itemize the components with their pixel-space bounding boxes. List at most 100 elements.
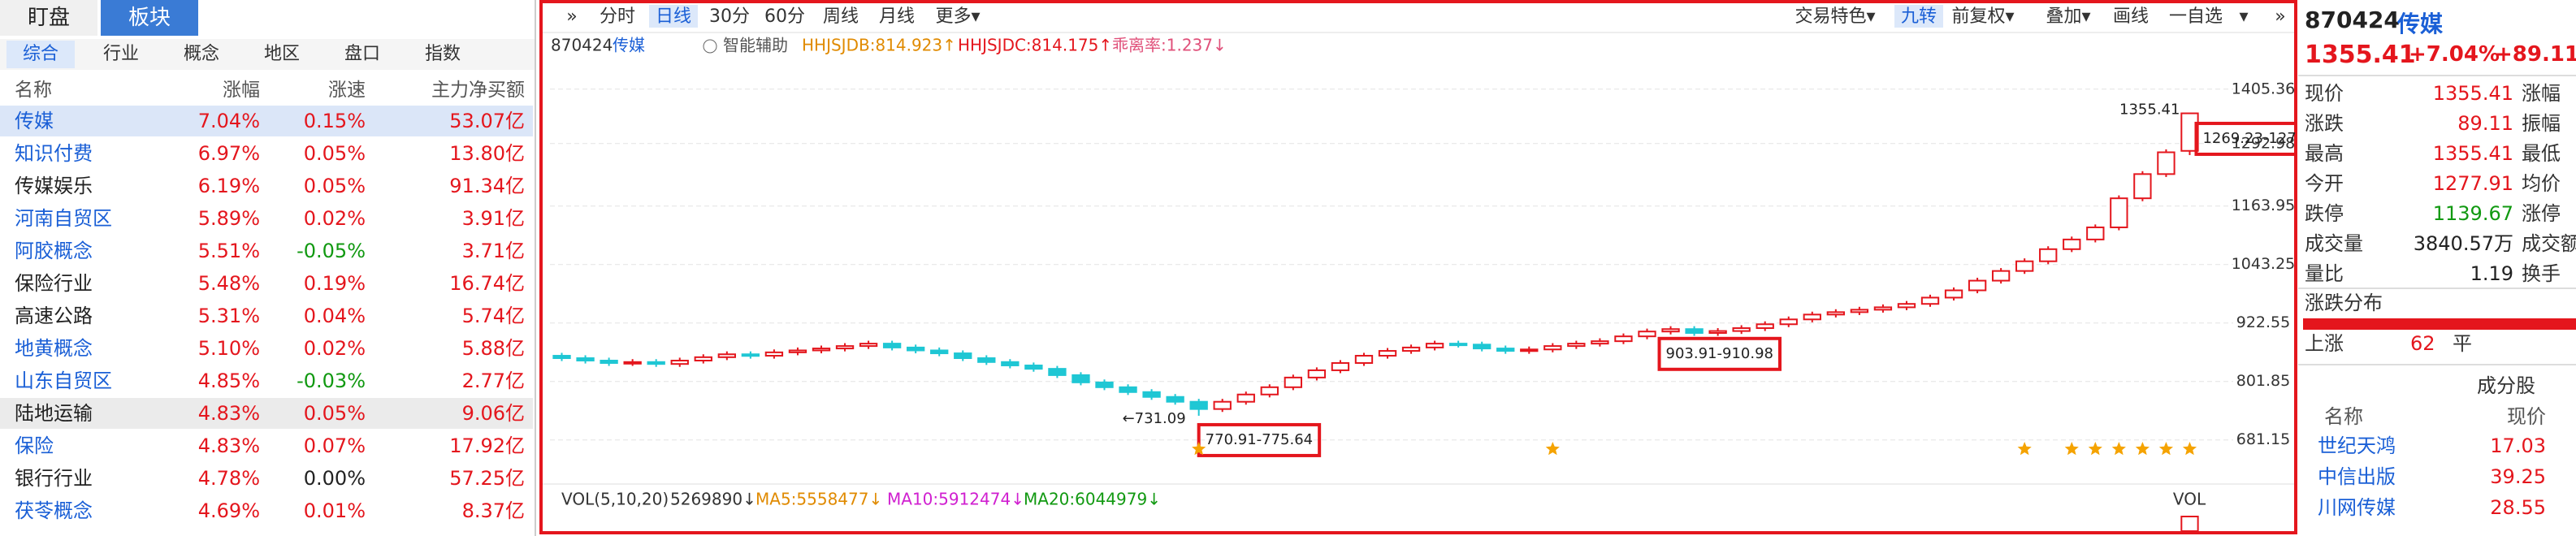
candle-body [2015,260,2034,272]
toolbar-button[interactable]: 一自选 [2169,6,2223,27]
component-name[interactable]: 川网传媒 [2318,496,2396,519]
stock-name: 传媒 [613,36,645,55]
toolbar-button[interactable]: 交易特色▾ [1795,6,1875,27]
panel-tab[interactable]: 板块 [101,0,198,36]
divider [2298,287,2576,289]
signal-star [2182,442,2197,456]
quote-value: 1139.67 [2432,202,2513,225]
toolbar-button[interactable]: 日线 [656,6,691,27]
quote-label: 换手 [2522,262,2561,285]
subtab[interactable]: 概念 [183,44,219,64]
candle-body [1401,346,1421,352]
candle-body [1425,343,1444,348]
candle-body [576,357,595,362]
sector-value: 5.51% [197,240,260,262]
y-tick-label: 1043.25 [2232,255,2296,273]
signal-star [2111,442,2126,456]
subtab[interactable]: 盘口 [344,44,380,64]
sector-name[interactable]: 陆地运输 [15,402,93,425]
sector-name[interactable]: 茯苓概念 [15,499,93,522]
candle-body [1520,348,1539,352]
quote-label: 涨跌 [2305,112,2344,135]
subtab[interactable]: 行业 [102,44,139,64]
sector-value: 8.37亿 [461,499,525,522]
toolbar-button[interactable]: 月线 [879,6,915,27]
toolbar-button[interactable]: » [566,6,577,27]
sector-value: 13.80亿 [449,142,525,165]
candle-body [1897,303,1916,309]
indicator: 乖离率:1.237↓ [1112,36,1227,55]
sector-value: 5.88亿 [461,337,525,360]
sector-value: 5.10% [197,337,260,360]
quote-label: 量比 [2305,262,2344,285]
subtab[interactable]: 指数 [424,44,461,64]
toolbar-button[interactable]: 周线 [823,6,859,27]
candle-body [1614,335,1633,343]
column-header: 涨速 [328,80,366,101]
toolbar-button[interactable]: 分时 [600,6,635,27]
y-tick-label: 1405.36 [2232,80,2296,97]
sector-name[interactable]: 银行行业 [15,467,93,490]
sector-name[interactable]: 河南自贸区 [15,207,112,230]
candle-body [859,343,878,348]
sector-name[interactable]: 知识付费 [15,142,93,165]
column-header: 主力净买额 [431,80,525,101]
volume-ma: MA10:5912474↓ [887,490,1024,509]
sector-name[interactable]: 阿胶概念 [15,240,93,262]
kline-chart: » 分时 日线 30分 60分 周线 月线 更多▾ 交易特色▾ 九转 前复权▾ 叠加▾ 画线 一自选 ▾ » 8… [539,0,2297,534]
candle-body [1826,311,1846,316]
signal-star [2064,442,2079,456]
candle-body [1850,309,1869,313]
sector-value: 6.97% [197,142,260,165]
column-header: 现价 [2507,405,2546,428]
candle-body [1001,361,1020,366]
subtab[interactable]: 地区 [263,44,300,64]
toolbar-selected [649,5,698,28]
candle-body [670,360,689,365]
candle-body [1708,330,1727,335]
subtab[interactable]: 综合 [6,41,75,68]
toolbar-button[interactable]: 叠加▾ [2046,6,2090,27]
candle-body [2157,151,2176,175]
quote-label: 均价 [2522,172,2561,195]
candle-body [2063,238,2081,250]
sector-value: 4.83% [197,402,260,425]
panel-tab[interactable]: 盯盘 [0,0,97,36]
toolbar-button[interactable]: 画线 [2113,6,2149,27]
toolbar-button[interactable]: 九转 [1901,6,1937,27]
assist-label[interactable]: 智能辅助 [723,36,788,55]
sector-name[interactable]: 传媒 [15,110,54,132]
sector-name[interactable]: 保险行业 [15,272,93,295]
toolbar-button[interactable]: 60分 [764,6,805,27]
candle-body [1591,340,1609,345]
toolbar-button[interactable]: 更多▾ [935,6,980,27]
sector-name[interactable]: 保险 [15,434,54,457]
sector-name[interactable]: 传媒娱乐 [15,175,93,197]
candle-body [812,348,831,352]
sector-name[interactable]: 地黄概念 [15,337,93,360]
sector-value: 0.15% [303,110,366,132]
quote-label: 涨停 [2522,202,2561,225]
assist-icon[interactable] [703,39,717,54]
toolbar-button[interactable]: 前复权▾ [1951,6,2014,27]
component-name[interactable]: 中信出版 [2318,465,2396,488]
component-name[interactable]: 世纪天鸿 [2318,434,2396,457]
toolbar-button[interactable]: » [2275,6,2285,27]
signal-star [2017,442,2032,456]
sector-value: 4.78% [197,467,260,490]
candle-body [788,349,807,353]
y-tick-label: 922.55 [2236,313,2290,331]
toolbar-button[interactable]: 30分 [709,6,750,27]
sector-name[interactable]: 高速公路 [15,305,93,327]
candle-body [552,355,571,360]
quote-change: +89.11 [2495,42,2576,67]
signal-star [2158,442,2173,456]
sector-name[interactable]: 山东自贸区 [15,370,112,392]
quote-value: 1355.41 [2432,142,2513,165]
candle-body [1473,344,1491,350]
candle-body [1779,318,1798,326]
toolbar-button[interactable]: ▾ [2239,6,2248,27]
candle-body [882,343,902,348]
sector-value: 4.69% [197,499,260,522]
